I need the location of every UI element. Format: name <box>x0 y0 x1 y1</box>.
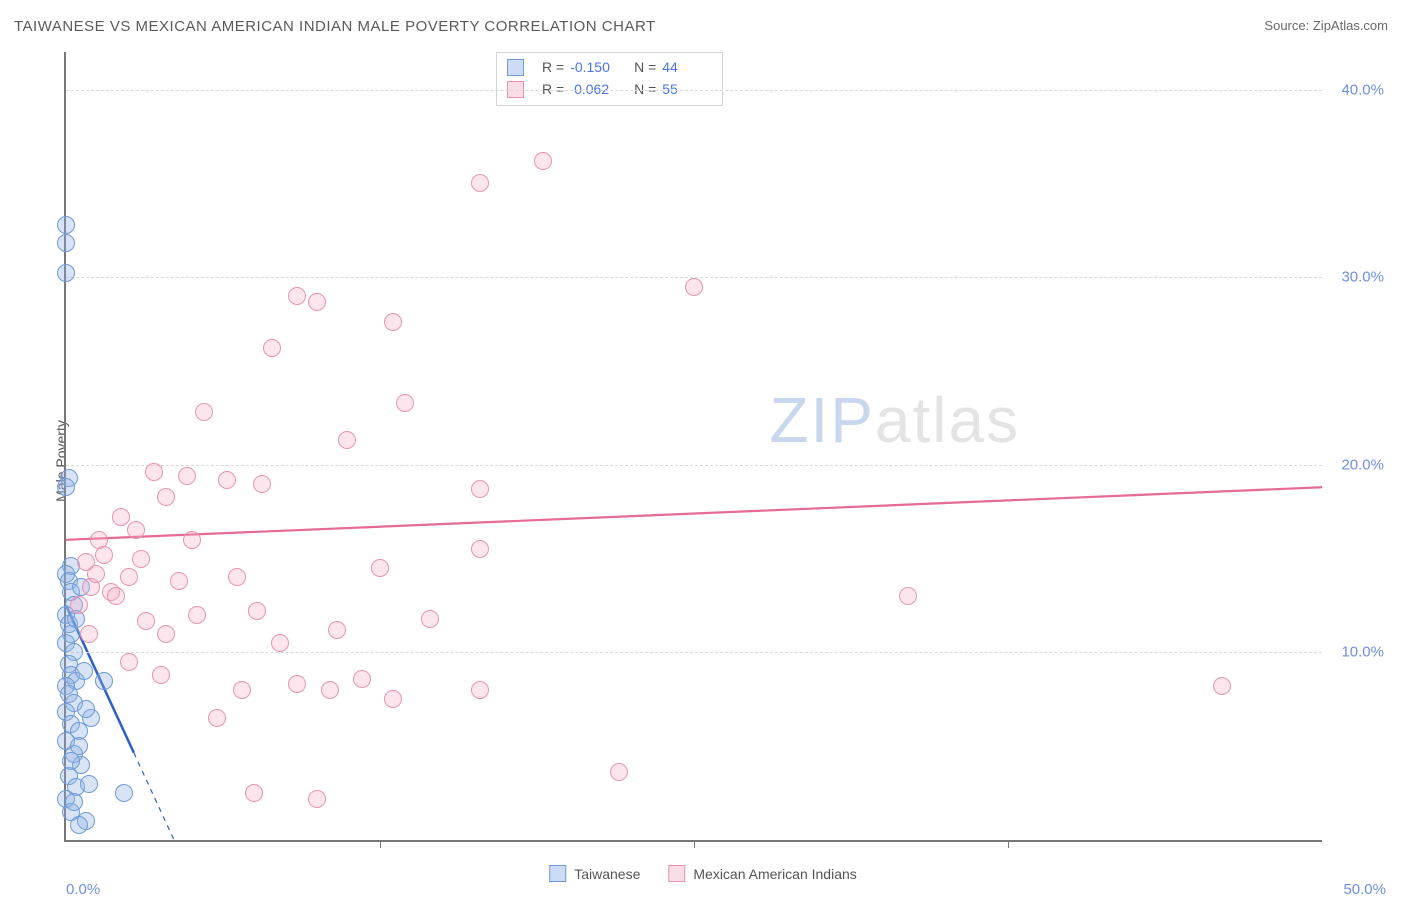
x-tick <box>1008 840 1009 848</box>
x-tick <box>694 840 695 848</box>
y-tick-label: 40.0% <box>1341 81 1384 98</box>
data-point-mexican <box>534 152 552 170</box>
data-point-mexican <box>384 690 402 708</box>
y-tick-label: 20.0% <box>1341 456 1384 473</box>
data-point-mexican <box>245 784 263 802</box>
data-point-taiwanese <box>62 752 80 770</box>
n-label: N = <box>630 56 656 78</box>
data-point-mexican <box>384 313 402 331</box>
data-point-mexican <box>1213 677 1231 695</box>
data-point-taiwanese <box>57 478 75 496</box>
data-point-mexican <box>253 475 271 493</box>
data-point-mexican <box>208 709 226 727</box>
data-point-mexican <box>288 287 306 305</box>
data-point-mexican <box>248 602 266 620</box>
data-point-mexican <box>308 293 326 311</box>
data-point-mexican <box>338 431 356 449</box>
data-point-mexican <box>132 550 150 568</box>
data-point-mexican <box>188 606 206 624</box>
data-point-mexican <box>145 463 163 481</box>
data-point-mexican <box>228 568 246 586</box>
data-point-mexican <box>127 521 145 539</box>
data-point-taiwanese <box>115 784 133 802</box>
swatch-pink-icon <box>668 865 685 882</box>
data-point-mexican <box>371 559 389 577</box>
data-point-mexican <box>218 471 236 489</box>
data-point-taiwanese <box>77 700 95 718</box>
data-point-mexican <box>120 568 138 586</box>
data-point-mexican <box>87 565 105 583</box>
data-point-mexican <box>233 681 251 699</box>
data-point-taiwanese <box>65 793 83 811</box>
data-point-mexican <box>288 675 306 693</box>
data-point-mexican <box>195 403 213 421</box>
data-point-mexican <box>70 596 88 614</box>
gridline <box>66 465 1322 466</box>
chart-container: Male Poverty ZIPatlas R = -0.150 N = 44 … <box>14 40 1392 882</box>
swatch-blue-icon <box>549 865 566 882</box>
watermark-part2: atlas <box>875 384 1020 456</box>
data-point-mexican <box>471 681 489 699</box>
gridline <box>66 90 1322 91</box>
watermark-part1: ZIP <box>769 384 875 456</box>
data-point-mexican <box>263 339 281 357</box>
legend-row-taiwanese: R = -0.150 N = 44 <box>507 56 712 78</box>
data-point-mexican <box>157 625 175 643</box>
gridline <box>66 652 1322 653</box>
data-point-taiwanese <box>57 234 75 252</box>
data-point-mexican <box>178 467 196 485</box>
data-point-mexican <box>137 612 155 630</box>
chart-title: TAIWANESE VS MEXICAN AMERICAN INDIAN MAL… <box>14 18 656 35</box>
data-point-mexican <box>421 610 439 628</box>
legend-item-taiwanese: Taiwanese <box>549 865 640 882</box>
data-point-mexican <box>308 790 326 808</box>
series-legend: Taiwanese Mexican American Indians <box>549 865 857 882</box>
data-point-mexican <box>95 546 113 564</box>
plot-area: ZIPatlas R = -0.150 N = 44 R = 0.062 N =… <box>64 52 1322 842</box>
data-point-mexican <box>471 174 489 192</box>
data-point-mexican <box>353 670 371 688</box>
data-point-mexican <box>152 666 170 684</box>
trend-lines <box>66 52 1322 840</box>
x-tick-0: 0.0% <box>66 881 100 898</box>
data-point-mexican <box>112 508 130 526</box>
data-point-mexican <box>685 278 703 296</box>
legend-item-mexican: Mexican American Indians <box>668 865 856 882</box>
data-point-mexican <box>120 653 138 671</box>
data-point-mexican <box>80 625 98 643</box>
data-point-mexican <box>107 587 125 605</box>
data-point-taiwanese <box>95 672 113 690</box>
data-point-mexican <box>471 480 489 498</box>
data-point-mexican <box>183 531 201 549</box>
y-tick-label: 10.0% <box>1341 644 1384 661</box>
source-attribution: Source: ZipAtlas.com <box>1264 18 1388 33</box>
legend-label-mexican: Mexican American Indians <box>693 866 856 882</box>
data-point-taiwanese <box>57 264 75 282</box>
data-point-taiwanese <box>75 662 93 680</box>
data-point-mexican <box>157 488 175 506</box>
n-value-taiwanese: 44 <box>662 56 712 78</box>
data-point-mexican <box>321 681 339 699</box>
data-point-taiwanese <box>80 775 98 793</box>
data-point-mexican <box>899 587 917 605</box>
data-point-mexican <box>271 634 289 652</box>
source-label: Source: <box>1264 18 1309 33</box>
x-tick <box>380 840 381 848</box>
source-link[interactable]: ZipAtlas.com <box>1313 18 1388 33</box>
watermark: ZIPatlas <box>769 383 1020 457</box>
data-point-taiwanese <box>57 216 75 234</box>
data-point-mexican <box>610 763 628 781</box>
data-point-mexican <box>396 394 414 412</box>
swatch-blue-icon <box>507 59 524 76</box>
data-point-taiwanese <box>70 816 88 834</box>
x-tick-max: 50.0% <box>1343 881 1386 898</box>
r-label: R = <box>542 56 564 78</box>
legend-label-taiwanese: Taiwanese <box>574 866 640 882</box>
data-point-mexican <box>170 572 188 590</box>
data-point-mexican <box>328 621 346 639</box>
data-point-mexican <box>471 540 489 558</box>
y-tick-label: 30.0% <box>1341 269 1384 286</box>
r-value-taiwanese: -0.150 <box>570 56 620 78</box>
correlation-legend: R = -0.150 N = 44 R = 0.062 N = 55 <box>496 52 723 106</box>
